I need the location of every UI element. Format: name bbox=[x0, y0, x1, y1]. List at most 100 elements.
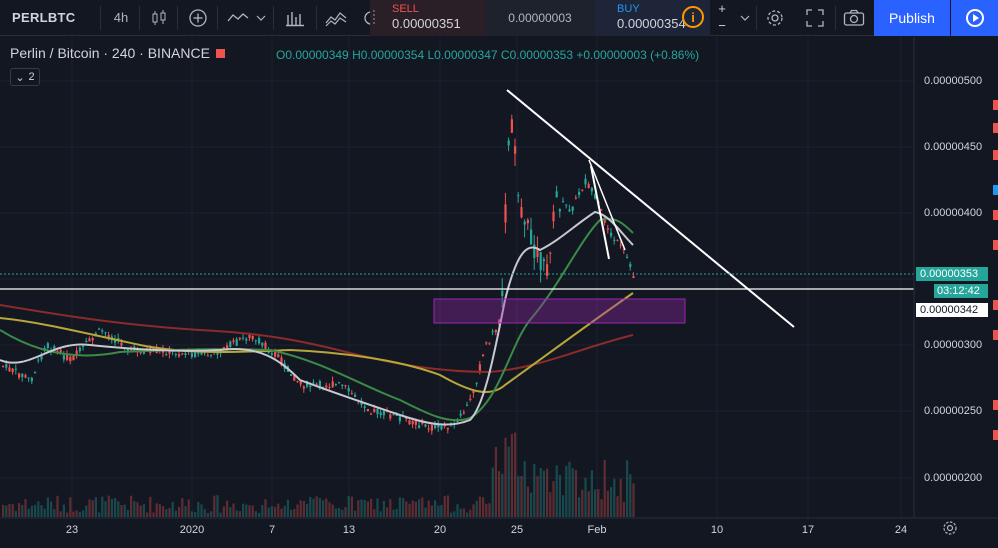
price-tick: 0.00000450 bbox=[924, 141, 983, 153]
candle-style-icon[interactable] bbox=[146, 0, 172, 35]
bar-countdown-tag: 03:12:42 bbox=[934, 284, 988, 298]
axis-settings-gear-icon[interactable] bbox=[942, 520, 958, 540]
candle-body bbox=[267, 351, 270, 353]
candle-body bbox=[475, 382, 478, 384]
volume-bar bbox=[21, 504, 24, 517]
chevron-down-icon[interactable] bbox=[738, 0, 752, 35]
candle-body bbox=[53, 346, 56, 351]
ohlc-low: L0.00000347 bbox=[427, 48, 498, 62]
add-indicator-icon[interactable] bbox=[184, 0, 212, 35]
volume-bar bbox=[216, 495, 219, 517]
volume-bar bbox=[85, 505, 88, 517]
candle-body bbox=[190, 353, 193, 357]
volume-bar bbox=[632, 483, 635, 517]
candle-body bbox=[616, 240, 619, 242]
volume-bar bbox=[280, 508, 283, 517]
indicators-icon[interactable] bbox=[322, 0, 350, 35]
volume-bar bbox=[56, 495, 59, 517]
candle-body bbox=[229, 341, 232, 348]
candle-body bbox=[242, 337, 245, 339]
volume-bar bbox=[94, 497, 97, 517]
candle-body bbox=[37, 359, 40, 361]
volume-bar bbox=[187, 499, 190, 517]
time-tick: 13 bbox=[342, 524, 356, 536]
candle-body bbox=[354, 394, 357, 397]
volume-bar bbox=[411, 500, 414, 517]
alert-icon[interactable] bbox=[360, 0, 374, 35]
candle-body bbox=[174, 354, 177, 356]
chevron-down-icon[interactable] bbox=[254, 0, 268, 35]
divider bbox=[139, 6, 140, 30]
volume-bar bbox=[568, 461, 571, 517]
volume-bar bbox=[152, 512, 155, 517]
qty-minus-button[interactable]: − bbox=[718, 18, 726, 33]
volume-bar bbox=[520, 476, 523, 517]
candle-body bbox=[414, 419, 417, 425]
volume-bar bbox=[78, 511, 81, 517]
volume-bar bbox=[267, 507, 270, 517]
bars-style-icon[interactable] bbox=[282, 0, 308, 35]
play-button[interactable] bbox=[951, 0, 998, 36]
symbol-search[interactable]: PERLBTC bbox=[0, 0, 100, 35]
volume-bar bbox=[66, 512, 69, 517]
candle-body bbox=[8, 367, 11, 372]
qty-plus-button[interactable]: + bbox=[718, 1, 726, 16]
volume-bar bbox=[197, 501, 200, 517]
candle-body bbox=[235, 338, 238, 346]
volume-bar bbox=[610, 487, 613, 517]
volume-bar bbox=[110, 498, 113, 517]
volume-bar bbox=[184, 506, 187, 517]
candle-body bbox=[78, 347, 81, 352]
candle-body bbox=[558, 209, 561, 212]
volume-bar bbox=[405, 501, 408, 517]
volume-bar bbox=[584, 477, 587, 517]
candle-body bbox=[462, 412, 465, 414]
time-tick: 7 bbox=[268, 524, 276, 536]
interval-button[interactable]: 4h bbox=[104, 0, 138, 35]
volume-bar bbox=[418, 499, 421, 517]
quantity-stepper[interactable]: + − bbox=[714, 0, 730, 36]
volume-bar bbox=[37, 501, 40, 517]
legend-collapse-button[interactable]: ⌄ 2 bbox=[10, 68, 40, 86]
candle-body bbox=[203, 352, 206, 354]
volume-bar bbox=[549, 492, 552, 517]
compare-icon[interactable] bbox=[224, 0, 252, 35]
ma-yellow-line bbox=[0, 292, 634, 393]
candle-body bbox=[421, 421, 424, 424]
candle-body bbox=[533, 244, 536, 259]
volume-bar bbox=[347, 495, 350, 517]
sell-button[interactable]: SELL 0.00000351 bbox=[370, 0, 485, 36]
publish-button[interactable]: Publish bbox=[874, 0, 950, 36]
volume-bar bbox=[386, 507, 389, 517]
fullscreen-icon[interactable] bbox=[802, 0, 828, 35]
chart-grid bbox=[0, 37, 914, 518]
volume-bar bbox=[306, 503, 309, 517]
price-chart[interactable] bbox=[0, 37, 998, 548]
candle-body bbox=[485, 342, 488, 344]
candle-body bbox=[11, 368, 14, 373]
volume-bar bbox=[462, 508, 465, 517]
divider bbox=[177, 6, 178, 30]
volume-bar bbox=[555, 465, 558, 517]
snapshot-camera-icon[interactable] bbox=[840, 0, 868, 35]
volume-bar bbox=[533, 464, 536, 517]
chart-legend[interactable]: Perlin / Bitcoin · 240 · BINANCE bbox=[10, 45, 231, 61]
info-icon[interactable]: i bbox=[682, 6, 704, 28]
drag-handle[interactable] bbox=[372, 8, 380, 28]
candle-body bbox=[619, 244, 622, 246]
volume-bar bbox=[302, 501, 305, 517]
volume-bar bbox=[206, 512, 209, 517]
volume-bar bbox=[571, 468, 574, 517]
candle-body bbox=[488, 342, 491, 344]
buy-button[interactable]: BUY 0.00000354 bbox=[595, 0, 710, 36]
volume-bar bbox=[107, 495, 110, 517]
candle-body bbox=[600, 209, 603, 211]
candle-body bbox=[546, 264, 549, 276]
volume-bar bbox=[395, 508, 398, 517]
settings-gear-icon[interactable] bbox=[762, 0, 788, 35]
volume-bar bbox=[354, 510, 357, 517]
volume-bar bbox=[421, 497, 424, 517]
interval-label: 4h bbox=[113, 10, 129, 25]
candle-body bbox=[517, 195, 520, 197]
volume-bar bbox=[286, 499, 289, 517]
